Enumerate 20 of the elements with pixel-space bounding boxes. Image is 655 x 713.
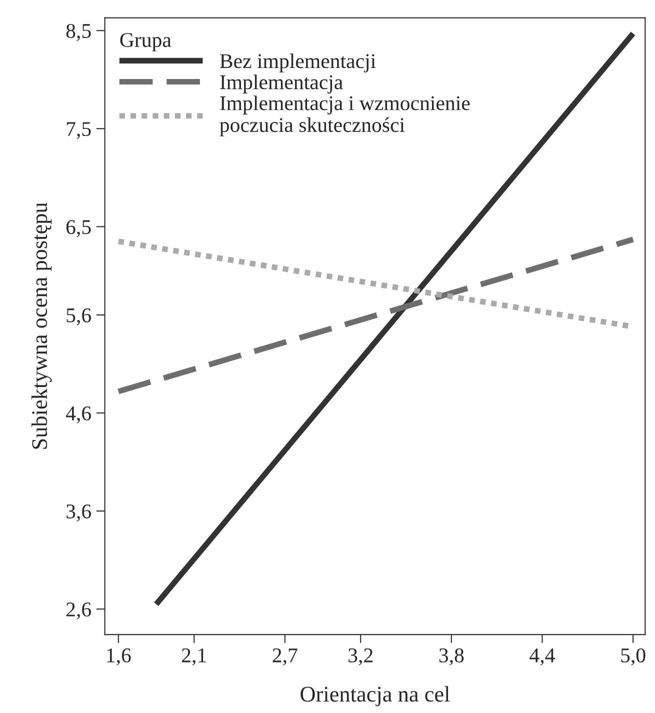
y-tick-label: 2,6 bbox=[66, 602, 91, 620]
legend-label: Implementacja i wzmocnienie poczucia skuteczności bbox=[220, 96, 470, 136]
legend-label: Implementacja bbox=[220, 74, 343, 94]
x-tick-label: 4,4 bbox=[530, 648, 555, 666]
y-axis-title: Subiektywna ocena postępu bbox=[31, 202, 52, 449]
x-tick-label: 3,8 bbox=[439, 648, 464, 666]
y-tick-label: 3,6 bbox=[66, 504, 91, 522]
y-tick-label: 8,5 bbox=[66, 24, 91, 42]
y-tick-label: 6,5 bbox=[66, 220, 91, 238]
x-tick-label: 1,6 bbox=[107, 648, 131, 666]
legend-title: Grupa bbox=[120, 33, 172, 52]
y-tick-label: 4,6 bbox=[66, 406, 91, 424]
y-tick-label: 5,6 bbox=[66, 308, 91, 326]
x-tick-label: 2,1 bbox=[182, 648, 206, 666]
x-tick-label: 3,2 bbox=[348, 648, 372, 666]
y-tick-label: 7,5 bbox=[66, 122, 91, 140]
x-tick-label: 5,0 bbox=[621, 648, 646, 666]
x-tick-label: 2,7 bbox=[272, 648, 298, 666]
x-axis-title: Orientacja na cel bbox=[300, 686, 450, 706]
legend-label: Bez implementacji bbox=[220, 54, 376, 72]
